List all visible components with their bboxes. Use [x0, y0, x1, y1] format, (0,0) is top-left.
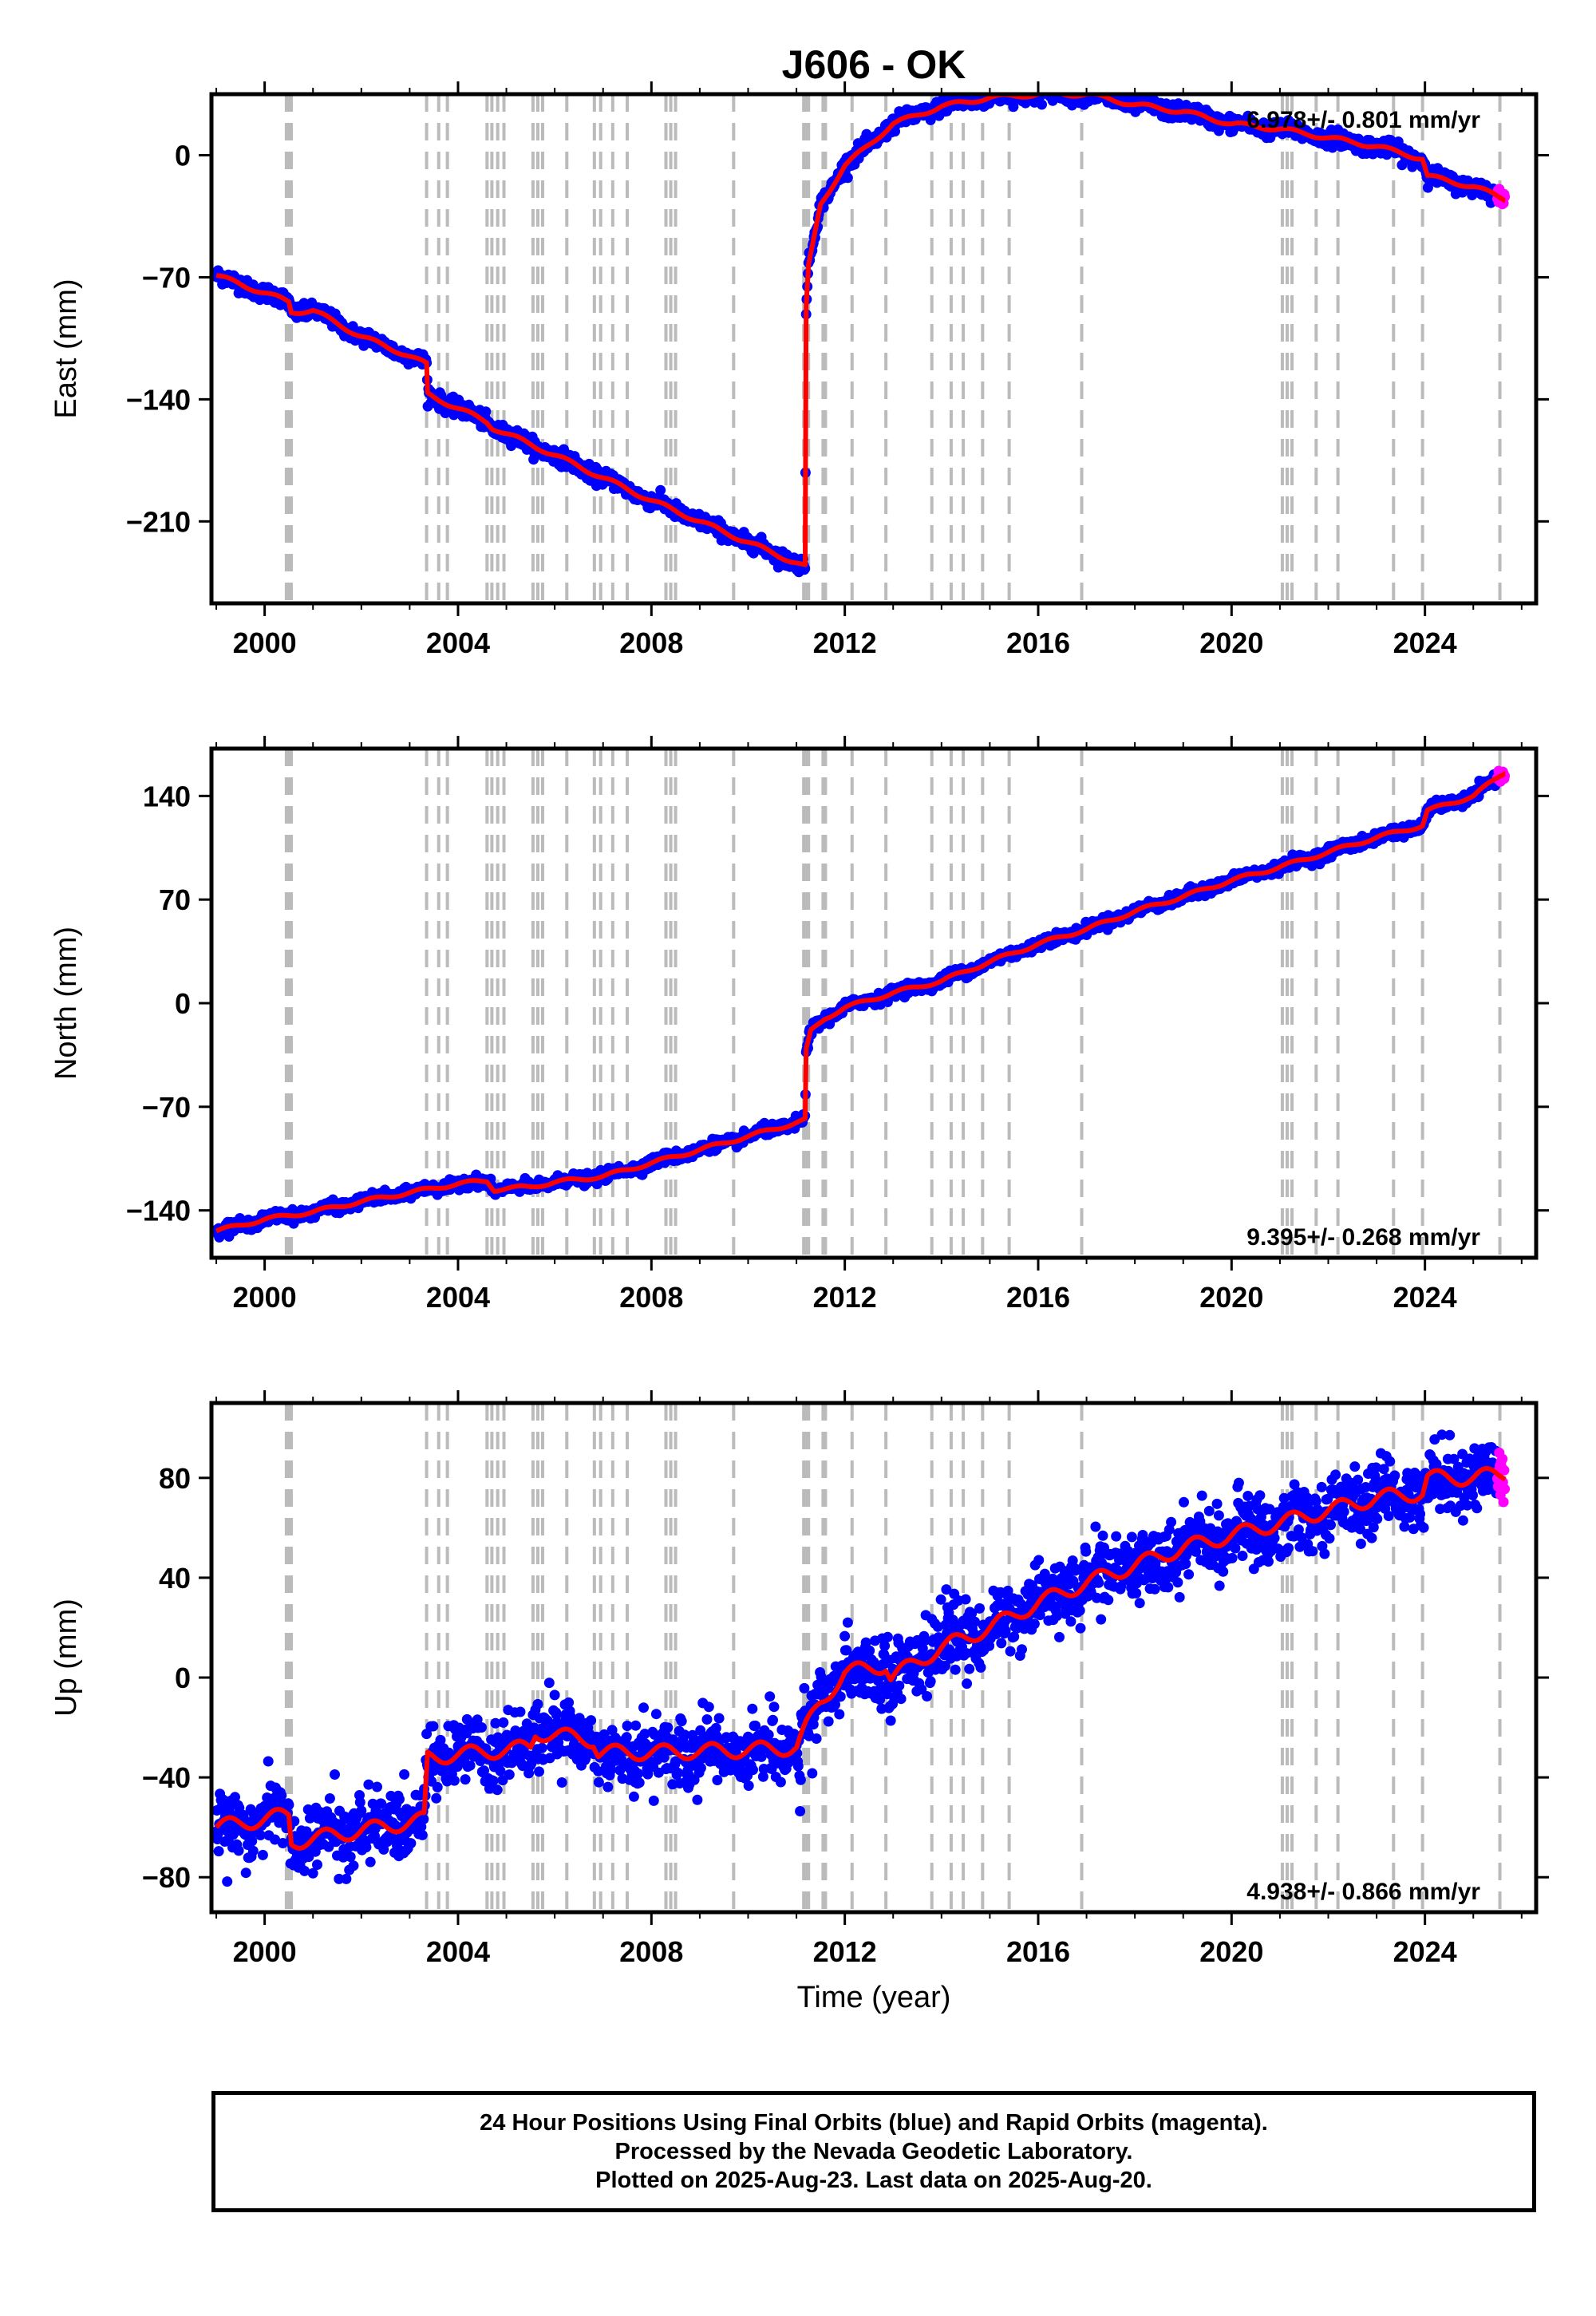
- east-x-tick-label-4: 2016: [1006, 626, 1070, 659]
- up-data-point: [476, 1722, 487, 1733]
- east-data-point: [842, 172, 853, 184]
- north-y-tick-label-0: −140: [126, 1195, 191, 1227]
- up-data-point: [283, 1800, 294, 1810]
- east-data-point: [1090, 82, 1100, 93]
- up-data-point: [345, 1852, 356, 1863]
- up-data-point: [495, 1765, 506, 1777]
- up-data-point: [330, 1769, 340, 1780]
- up-data-point: [222, 1876, 233, 1887]
- north-model-line: [214, 771, 1507, 1234]
- east-y-tick-label-2: −70: [142, 261, 191, 294]
- north-x-tick-label-5: 2020: [1199, 1281, 1263, 1314]
- east-data-point: [1065, 81, 1075, 92]
- up-data-point: [504, 1769, 515, 1780]
- east-x-tick-label-5: 2020: [1199, 626, 1263, 659]
- north-x-tick-label-0: 2000: [233, 1281, 297, 1314]
- east-x-tick-label-1: 2004: [426, 626, 490, 659]
- east-y-tick-label-0: −210: [126, 505, 191, 538]
- up-data-point: [488, 1775, 499, 1786]
- chart: J606 - OK 2000 2004 2008 2012 2016 2020 2024 −2…: [49, 42, 1549, 2014]
- east-y-tick-label-1: −140: [126, 383, 191, 416]
- panel-up: 2000 2004 2008 2012 2016 2020 2024−80−4004080U…: [49, 1390, 1549, 1968]
- north-y-tick-label-2: 0: [175, 987, 191, 1020]
- east-data-point: [1045, 83, 1056, 93]
- east-y-axis-label: East (mm): [49, 279, 83, 418]
- north-x-tick-label-1: 2004: [426, 1281, 490, 1314]
- up-data-point: [448, 1775, 460, 1786]
- up-data-point: [361, 1842, 372, 1853]
- up-data-point: [257, 1849, 268, 1860]
- up-data-point: [263, 1756, 274, 1767]
- up-data-point: [464, 1760, 476, 1771]
- up-data-point: [432, 1781, 443, 1792]
- up-data-point: [543, 1678, 555, 1689]
- east-rate-label: 6.978+/- 0.801 mm/yr: [1246, 107, 1480, 133]
- north-y-tick-label-4: 140: [143, 780, 191, 812]
- up-data-point: [534, 1766, 544, 1777]
- east-data-point: [1042, 81, 1053, 91]
- up-data-point: [536, 1742, 547, 1753]
- east-x-tick-label-3: 2012: [813, 626, 877, 659]
- up-data-point: [312, 1860, 322, 1870]
- up-data-point: [394, 1794, 405, 1804]
- east-y-tick-label-3: 0: [175, 139, 191, 172]
- up-data-point: [399, 1769, 410, 1780]
- up-data-point: [348, 1860, 359, 1871]
- up-data-point: [356, 1805, 367, 1816]
- panel-east: 2000 2004 2008 2012 2016 2020 2024 −210 −140 −70 0…: [49, 81, 1549, 659]
- east-data-point: [1044, 81, 1054, 92]
- north-x-tick-label-2: 2008: [619, 1281, 683, 1314]
- up-data-point: [405, 1838, 417, 1849]
- up-data-point: [372, 1781, 382, 1792]
- east-model-line: [214, 94, 1507, 567]
- east-data-point: [1072, 82, 1082, 93]
- east-x-tick-label-6: 2024: [1393, 626, 1457, 659]
- east-data-point: [1049, 83, 1059, 93]
- north-x-tick-label-3: 2012: [813, 1281, 877, 1314]
- north-x-tick-label-6: 2024: [1393, 1281, 1457, 1314]
- up-data-point: [341, 1873, 352, 1884]
- up-data-point: [365, 1856, 376, 1867]
- up-data-point: [233, 1845, 244, 1856]
- up-data-point: [492, 1784, 503, 1796]
- east-x-tick-label-2: 2008: [619, 626, 683, 659]
- north-y-tick-label-1: −70: [142, 1091, 191, 1124]
- east-panel-frame: [209, 92, 1539, 606]
- up-data-point: [213, 1846, 224, 1857]
- up-data-point: [431, 1792, 442, 1804]
- chart-title: J606 - OK: [782, 42, 966, 87]
- up-data-point: [515, 1706, 526, 1717]
- up-data-point: [247, 1845, 259, 1856]
- up-data-point: [240, 1867, 251, 1879]
- east-data-point: [1037, 99, 1047, 110]
- north-y-tick-label-3: 70: [159, 883, 191, 916]
- up-data-point: [428, 1721, 439, 1732]
- east-data-point: [480, 406, 492, 417]
- panel-north: 2000 2004 2008 2012 2016 2020 2024 −140 −70 0 70 14…: [49, 736, 1549, 1314]
- north-rate-label: 9.395+/- 0.268 mm/yr: [1246, 1224, 1480, 1251]
- up-data-point: [324, 1793, 335, 1804]
- up-data-point: [498, 1717, 509, 1728]
- east-data-point: [1045, 81, 1056, 92]
- up-data-point: [549, 1690, 560, 1701]
- east-x-tick-label-0: 2000: [233, 626, 297, 659]
- east-data-point: [655, 484, 666, 496]
- up-data-point: [532, 1698, 543, 1709]
- up-data-point: [460, 1774, 471, 1785]
- north-x-tick-label-4: 2016: [1006, 1281, 1070, 1314]
- north-y-axis-label: North (mm): [49, 927, 83, 1080]
- up-data-point: [417, 1829, 428, 1840]
